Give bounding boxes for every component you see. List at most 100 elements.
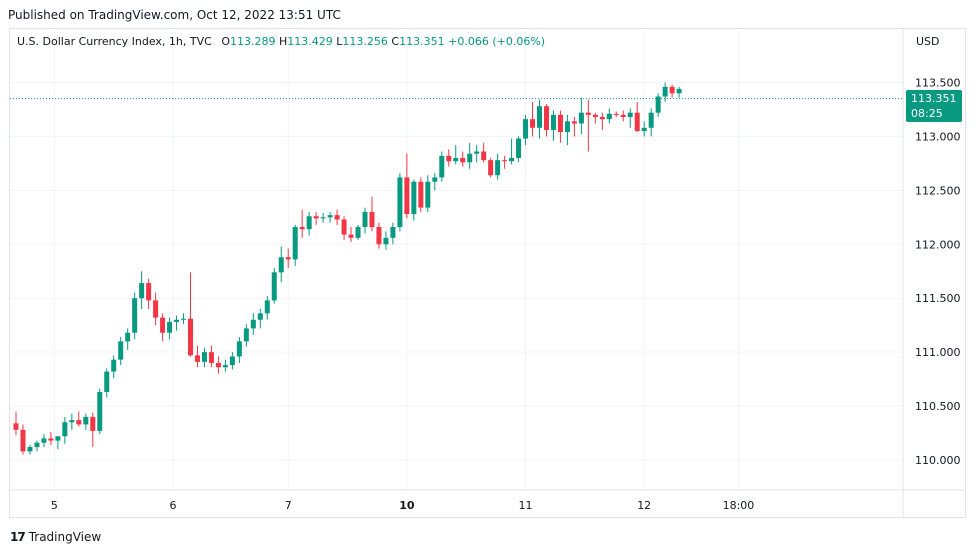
candle-body (481, 151, 487, 161)
chart-frame (9, 28, 966, 518)
price-axis: 113.500 113.000 112.500 112.000 111.500 111.0… (915, 77, 961, 468)
candle-body (446, 155, 452, 162)
candle-body (146, 283, 152, 301)
candle-body (306, 216, 312, 230)
candle-body (648, 112, 654, 128)
candle-body (118, 341, 124, 360)
candle-body (362, 211, 368, 228)
time-axis: 5 6 7 10 11 12 18:00 (51, 499, 754, 512)
candle-body (327, 215, 333, 218)
candles (13, 82, 682, 455)
candle-body (439, 155, 445, 178)
high-value: 113.429 (287, 35, 333, 48)
candle-body (104, 371, 110, 393)
candle-body (453, 158, 459, 162)
candle-body (160, 317, 166, 333)
price-tick-label: 110.500 (915, 400, 961, 413)
candle-body (488, 160, 494, 176)
candle-body (655, 96, 661, 113)
price-tick-label: 112.000 (915, 238, 961, 251)
candle-body (313, 216, 319, 219)
candle-body (509, 158, 515, 162)
ohlc-legend: U.S. Dollar Currency Index, 1h, TVC O 113… (17, 35, 545, 48)
candle-body (592, 114, 598, 118)
candle-body (55, 436, 61, 441)
candle-body (69, 420, 75, 423)
symbol-title: U.S. Dollar Currency Index, 1h, TVC (17, 35, 212, 48)
candle-body (299, 227, 305, 230)
candle-body (571, 121, 577, 124)
candle-body (62, 422, 68, 437)
low-label: L (336, 35, 343, 48)
time-tick-label: 12 (637, 499, 651, 512)
candle-body (194, 355, 200, 362)
candle-body (264, 300, 270, 314)
candle-body (662, 86, 668, 97)
candle-body (257, 313, 263, 320)
candle-body (174, 319, 180, 322)
time-tick-label: 10 (399, 499, 415, 512)
candle-body (613, 113, 619, 115)
price-tick-label: 111.500 (915, 292, 961, 305)
candle-body (229, 356, 235, 366)
candle-body (578, 112, 584, 124)
candle-body (250, 319, 256, 329)
candle-body (537, 106, 542, 128)
candle-body (606, 113, 612, 120)
candle-body (550, 114, 556, 130)
candle-body (27, 447, 33, 452)
candle-body (139, 283, 145, 299)
candle-body (292, 227, 298, 260)
candle-body (222, 365, 228, 368)
time-tick-label: 5 (51, 499, 58, 512)
candle-body (627, 112, 633, 118)
candle-body (285, 257, 291, 260)
candle-body (397, 177, 403, 228)
candle-body (467, 153, 473, 163)
price-tick-label: 113.000 (915, 130, 961, 143)
candle-body (411, 181, 417, 215)
candle-body (13, 423, 19, 430)
price-tick-label: 110.000 (915, 454, 961, 467)
tradingview-logo[interactable]: 17 TradingView (10, 530, 101, 544)
low-value: 113.256 (342, 35, 388, 48)
candle-body (167, 321, 173, 333)
candle-body (125, 332, 131, 342)
candle-body (243, 328, 249, 342)
last-price-value: 113.351 (911, 92, 957, 105)
candle-body (516, 138, 522, 158)
candle-body (530, 119, 536, 128)
candle-body (348, 234, 354, 238)
candle-body (669, 86, 675, 94)
candle-body (564, 121, 570, 133)
price-tick-label: 112.500 (915, 184, 961, 197)
candle-body (181, 318, 187, 320)
brand-name: TradingView (28, 530, 102, 544)
candle-body (369, 211, 375, 228)
time-tick-label: 11 (519, 499, 533, 512)
candle-body (320, 217, 326, 219)
candle-body (41, 438, 47, 443)
published-line: Published on TradingView.com, Oct 12, 20… (8, 8, 341, 22)
candle-body (495, 160, 501, 176)
candle-body (201, 352, 207, 362)
candle-body (543, 106, 549, 130)
candle-body (111, 359, 117, 372)
grid-lines (10, 29, 965, 517)
bar-countdown: 08:25 (911, 107, 943, 120)
candle-body (620, 114, 626, 118)
high-label: H (279, 35, 288, 48)
candle-body (634, 112, 640, 132)
candle-body (132, 298, 138, 333)
candle-body (641, 127, 647, 132)
candle-body (474, 151, 480, 154)
candle-body (341, 219, 347, 235)
candle-body (502, 160, 508, 162)
candle-body (355, 227, 361, 238)
candle-body (34, 442, 40, 448)
candle-body (390, 227, 396, 238)
candle-body (278, 257, 284, 273)
open-label: O (221, 35, 230, 48)
candle-body (676, 88, 682, 94)
